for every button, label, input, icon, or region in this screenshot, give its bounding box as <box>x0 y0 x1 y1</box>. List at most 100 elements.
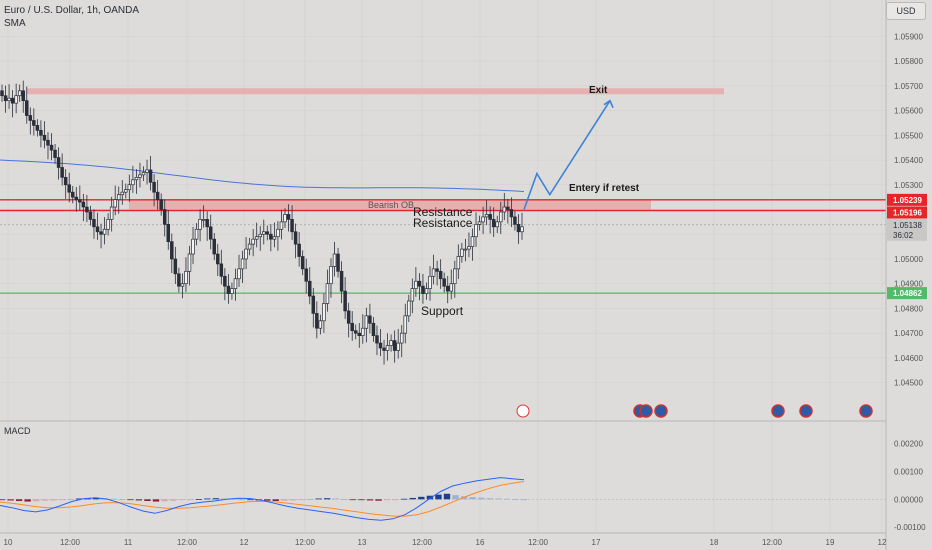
price-badge-lower: 1.05196 <box>893 208 922 217</box>
candle-body <box>124 189 128 193</box>
candle-body <box>297 243 301 257</box>
candle-body <box>49 144 54 151</box>
resistance-label-2: Resistance <box>413 216 473 230</box>
candle-body <box>7 97 11 102</box>
projection-arrow <box>523 99 614 210</box>
price-axis[interactable]: 1.05900 1.05800 1.05700 1.05600 1.05500 1.054… <box>885 0 927 550</box>
candle-body <box>375 335 379 344</box>
macd-histogram-bar <box>92 497 100 500</box>
candle-body <box>502 206 507 213</box>
macd-histogram-bar <box>332 498 339 500</box>
price-tick-label: 1.04800 <box>894 304 923 313</box>
candle-body <box>431 268 436 277</box>
candle-body <box>346 310 351 324</box>
macd-histogram-bar <box>323 498 331 500</box>
time-tick-label: 11 <box>124 538 133 547</box>
candle-body <box>414 280 418 289</box>
price-tick-label: 1.05400 <box>894 156 923 165</box>
time-tick-label: 10 <box>4 538 13 547</box>
candle-body <box>187 253 192 272</box>
candle-body <box>474 223 478 238</box>
candle-body <box>371 322 376 336</box>
macd-histogram-bar <box>383 499 391 501</box>
countdown-badge: 36:02 <box>893 231 914 240</box>
candle-body <box>226 285 231 294</box>
candle-body <box>240 258 245 270</box>
candle-body <box>484 214 489 218</box>
time-tick-label: 12:00 <box>528 538 549 547</box>
macd-tick-label: 0.00200 <box>894 440 923 449</box>
event-flag-us-icon <box>771 404 785 418</box>
macd-histogram-bar <box>169 499 177 501</box>
candle-body <box>85 206 89 213</box>
macd-histogram-bar <box>392 499 399 501</box>
macd-histogram-bar <box>520 499 528 501</box>
candle-body <box>329 266 333 285</box>
time-axis[interactable]: 10 12:00 11 12:00 12 12:00 13 12:00 16 12:00 17 18 1… <box>0 532 887 547</box>
candle-body <box>276 228 280 238</box>
candle-body <box>116 194 121 200</box>
grid-lines <box>0 0 886 533</box>
macd-histogram-bar <box>418 496 425 500</box>
candle-body <box>56 157 61 168</box>
macd-histogram-bar <box>358 499 365 501</box>
candle-body <box>392 340 397 351</box>
event-flag-us-icon <box>654 404 668 418</box>
macd-histogram-bar <box>306 499 314 500</box>
macd-histogram-bar <box>435 494 442 500</box>
currency-button[interactable]: USD <box>886 2 926 20</box>
candle-body <box>265 231 270 235</box>
support-price-badge-bg <box>887 287 927 300</box>
time-tick-label: 18 <box>710 538 719 547</box>
macd-histogram-bar <box>152 499 160 502</box>
macd-histogram-bar <box>144 499 151 502</box>
macd-histogram-bar <box>178 499 185 501</box>
candle-body <box>300 256 305 270</box>
macd-histogram-bar <box>512 499 519 500</box>
price-tick-label: 1.05900 <box>894 32 923 41</box>
candle-body <box>467 246 471 250</box>
macd-histogram-bar <box>246 499 254 501</box>
support-price-badge: 1.04862 <box>893 289 922 298</box>
candle-body <box>67 184 71 193</box>
indicator-label: SMA <box>4 18 26 29</box>
macd-histogram-bar <box>272 499 280 502</box>
event-flag-us-icon <box>859 404 873 418</box>
candle-body <box>28 115 33 121</box>
macd-histogram-bar <box>375 499 382 501</box>
event-flag-us-icon <box>639 404 653 418</box>
macd-histogram-bar <box>478 497 485 500</box>
price-tick-label: 1.04500 <box>894 379 923 388</box>
candle-body <box>134 176 139 181</box>
time-tick-label: 16 <box>476 538 485 547</box>
candle-body <box>368 315 372 324</box>
macd-tick-label: 0.00000 <box>894 495 923 504</box>
candle-body <box>361 327 365 336</box>
annotations: Exit Entery if retest Bearish OB Resista… <box>368 85 640 318</box>
candle-body <box>198 219 202 230</box>
candle-body <box>463 248 468 251</box>
candle-body <box>78 199 82 203</box>
candle-body <box>201 219 206 221</box>
macd-histogram-bar <box>315 498 322 500</box>
candle-body <box>399 332 404 344</box>
candle-body <box>516 223 521 233</box>
event-markers[interactable] <box>516 404 873 418</box>
resistance-label-1: Resistance <box>413 205 473 219</box>
candle-body <box>39 130 43 136</box>
price-tick-label: 1.05500 <box>894 131 923 140</box>
price-tick-label: 1.04900 <box>894 280 923 289</box>
candle-body <box>389 340 393 346</box>
candle-body <box>212 238 216 255</box>
candle-body <box>177 273 181 287</box>
candle-body <box>205 219 209 228</box>
time-tick-label: 12:00 <box>295 538 316 547</box>
macd-histogram-bar <box>110 498 117 500</box>
candlesticks <box>0 80 524 365</box>
candle-body <box>385 345 390 351</box>
candle-body <box>279 221 284 230</box>
candle-body <box>152 181 156 193</box>
macd-histogram-bar <box>118 499 126 501</box>
candle-body <box>230 288 234 294</box>
